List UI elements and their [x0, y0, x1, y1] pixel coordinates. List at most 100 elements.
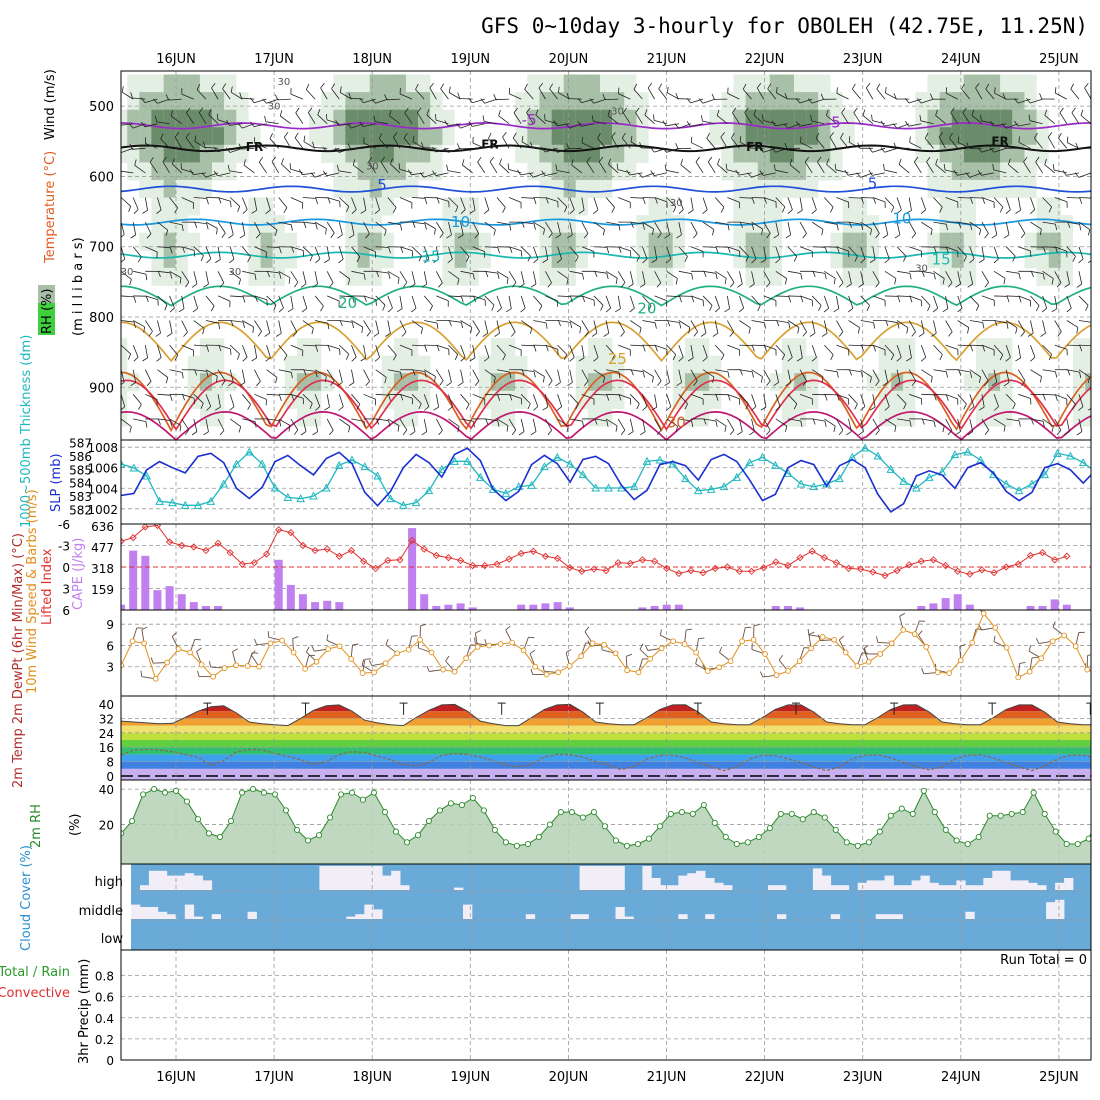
isotherm-label: 15	[422, 248, 441, 266]
rh2m-marker	[898, 805, 905, 812]
wind10-marker	[129, 638, 136, 645]
cloud-high-bar	[678, 875, 688, 890]
wind10-speed-line	[121, 612, 1091, 680]
thickness-marker	[924, 472, 934, 481]
temp-band	[121, 761, 1091, 769]
wind10-marker	[601, 641, 607, 648]
rh2m-tick: 40	[99, 783, 114, 797]
lifted-marker	[711, 564, 719, 573]
wind10-marker	[244, 663, 251, 669]
cloud-middle-bar	[624, 916, 634, 919]
cape-bar	[941, 598, 950, 610]
isotherm-label: 30	[667, 413, 686, 431]
rh-contour-label: 30	[278, 77, 291, 88]
rh2m-marker	[986, 812, 993, 819]
wind10-marker	[888, 640, 895, 647]
lifted-marker	[929, 556, 938, 564]
lifted-marker	[299, 541, 307, 550]
cloud-high-bar	[319, 866, 329, 890]
wind10-marker	[417, 636, 423, 643]
cloud-high-bar	[157, 870, 168, 890]
cape-tick: 318	[91, 562, 114, 576]
thickness-marker	[309, 491, 318, 500]
lifted-marker	[699, 569, 707, 577]
cape-bar	[1062, 604, 1071, 610]
thickness-marker	[398, 500, 408, 509]
lifted-marker	[966, 570, 974, 578]
wind10-marker	[911, 631, 918, 637]
rh2m-marker	[370, 789, 378, 796]
wind10-tick-labels: 3 6 9	[106, 618, 114, 675]
cloud-high-bar	[669, 885, 679, 890]
rh2m-marker	[216, 833, 224, 841]
rh2m-marker	[634, 840, 641, 848]
cape-bar	[408, 528, 417, 610]
lifted-marker	[1051, 556, 1059, 564]
rh-contour-label: 30	[611, 107, 624, 118]
thickness-marker	[296, 494, 305, 503]
rh2m-marker	[151, 786, 158, 793]
lifted-marker	[663, 564, 671, 573]
cloud-middle-bar	[463, 904, 473, 919]
thickness-marker	[578, 470, 588, 479]
rh2m-marker	[436, 807, 443, 814]
rh2m-marker	[964, 840, 971, 848]
wind10-marker	[463, 655, 469, 662]
rh2m-marker	[623, 842, 630, 849]
wind10-marker	[992, 624, 999, 631]
lifted-marker	[250, 559, 259, 567]
cloud-high-bar	[382, 875, 392, 890]
cape-bar	[468, 607, 477, 610]
thickness-marker	[1053, 448, 1062, 457]
lifted-marker	[202, 546, 210, 555]
lifted-marker	[735, 567, 744, 575]
cloud-high-bar	[938, 885, 948, 890]
lifted-marker	[1014, 560, 1022, 568]
lifted-marker	[566, 564, 574, 572]
cape-bar	[201, 606, 210, 610]
cloud-high-bar	[1037, 885, 1047, 890]
ylabel-cloud: Cloud Cover (%)	[19, 845, 34, 951]
lifted-marker	[808, 547, 816, 555]
lifted-marker	[917, 557, 925, 565]
cloud-high-bar	[768, 885, 778, 890]
lifted-marker	[675, 569, 683, 578]
ylabel-slp: SLP (mb)	[49, 453, 64, 512]
rh2m-marker	[161, 789, 169, 796]
ylabel-temperature: Temperature (°C)	[43, 151, 58, 264]
thickness-marker	[475, 472, 485, 481]
cloud-high-bar	[929, 882, 939, 890]
rh2m-marker	[997, 812, 1004, 819]
rh2m-marker	[546, 821, 553, 828]
rh2m-marker	[700, 801, 707, 809]
thickness-marker	[629, 482, 639, 491]
ylabel-precip-convective: Convective	[0, 986, 70, 1001]
cape-bar	[517, 604, 526, 610]
lifted-marker	[178, 541, 186, 550]
cloud-middle-bar	[1046, 902, 1056, 919]
cape-bar	[674, 604, 683, 610]
cape-bar	[796, 607, 805, 610]
lifted-marker	[905, 561, 913, 569]
wind10-marker	[785, 668, 791, 674]
ylabel-millibars: (m i l l i b a r s)	[71, 237, 86, 336]
ylabel-lifted: Lifted Index	[40, 548, 55, 625]
lifted-tick: 3	[62, 583, 70, 597]
date-label-top: 18JUN	[352, 52, 392, 67]
thickness-marker	[270, 483, 280, 492]
rh-contour-label: 30	[670, 198, 683, 209]
cloud-bars	[131, 866, 1074, 919]
wind10-marker	[210, 673, 216, 680]
thickness-marker	[1001, 479, 1011, 488]
cloud-high-bar	[642, 866, 652, 890]
rh2m-marker	[920, 787, 927, 794]
lifted-marker	[893, 566, 901, 575]
temp-band	[121, 768, 1091, 776]
thickness-marker	[912, 483, 921, 492]
cloud-high-bar	[148, 870, 159, 890]
cloud-middle-bar	[140, 907, 150, 919]
isotherm-label: 5	[868, 174, 878, 192]
